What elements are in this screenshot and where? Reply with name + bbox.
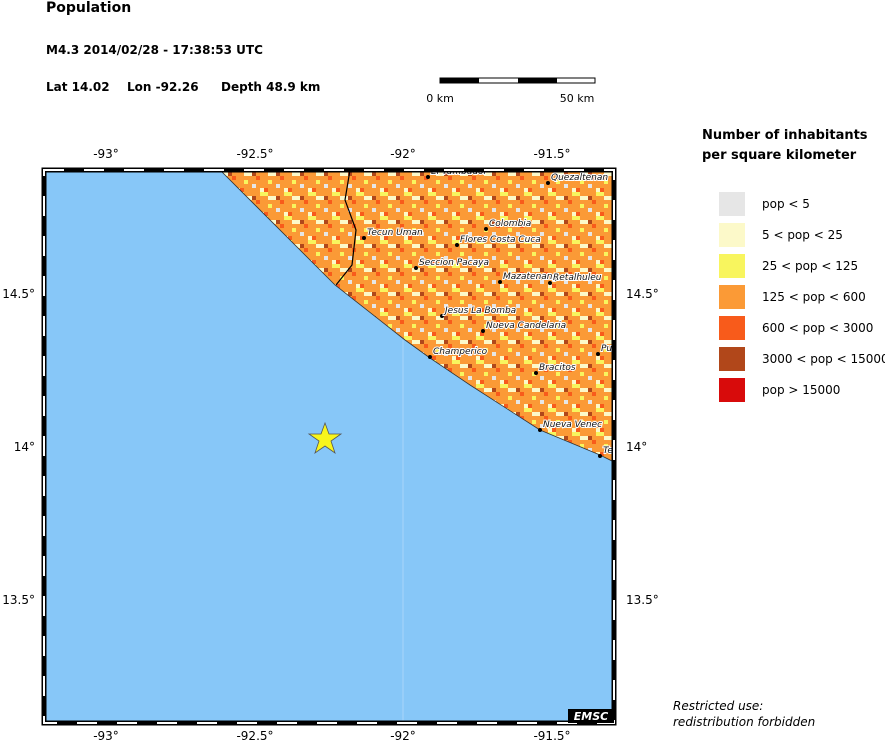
legend-label: pop < 5 — [762, 197, 810, 211]
legend-label: 125 < pop < 600 — [762, 290, 866, 304]
lon-label: -93° — [93, 147, 119, 161]
legend-swatch — [719, 316, 745, 340]
city-dot — [481, 329, 485, 333]
city-label: Nueva Venec — [543, 420, 602, 430]
city-dot — [596, 352, 600, 356]
city-dot — [546, 181, 550, 185]
scale-start: 0 km — [426, 92, 454, 105]
lat: Lat 14.02 — [46, 80, 110, 94]
legend-label: pop > 15000 — [762, 383, 840, 397]
credit: EMSC — [574, 710, 608, 723]
city-label: Jesus La Bomba — [443, 306, 516, 316]
lon-label: -92.5° — [236, 729, 273, 743]
city-dot — [362, 236, 366, 240]
legend-swatch — [719, 192, 745, 216]
lat-label: 13.5° — [2, 593, 35, 607]
city-label: Quezaltenan — [551, 173, 608, 183]
city-label: Mazatenang — [503, 272, 559, 282]
legend-label: 600 < pop < 3000 — [762, 321, 873, 335]
city-dot — [548, 281, 552, 285]
city-dot — [498, 280, 502, 284]
legend-swatch — [719, 347, 745, 371]
legend-title: per square kilometer — [702, 148, 857, 163]
lon-label: -92° — [390, 147, 416, 161]
city-dot — [598, 454, 602, 458]
city-label: Te — [603, 446, 613, 456]
event: M4.3 2014/02/28 - 17:38:53 UTC — [46, 43, 263, 57]
credit-box — [568, 709, 614, 723]
lon-label: -91.5° — [533, 729, 570, 743]
legend-title: Number of inhabitants — [702, 128, 868, 143]
lon-label: -92° — [390, 729, 416, 743]
lon: Lon -92.26 — [127, 80, 199, 94]
lat-label: 14° — [626, 440, 647, 454]
city-label: Pue — [601, 344, 618, 354]
scale-bar: 0 km 50 km — [426, 77, 596, 105]
land — [219, 170, 614, 463]
city-label: Nueva Candelaria — [486, 321, 566, 331]
city-label: El Tumbador — [431, 167, 489, 177]
city-label: Colombia — [489, 219, 531, 229]
title: Population — [46, 0, 131, 16]
city-dot — [426, 175, 430, 179]
lat-label: 13.5° — [626, 593, 659, 607]
legend-swatch — [719, 285, 745, 309]
city-label: Champerico — [433, 347, 488, 357]
lat-label: 14° — [14, 440, 35, 454]
frame-dash — [43, 169, 615, 724]
lon-label: -92.5° — [236, 147, 273, 161]
city-dot — [534, 371, 538, 375]
epicenter — [307, 421, 343, 455]
lon-label: -93° — [93, 729, 119, 743]
map: El Tumbador Quezaltenan Colombia Tecun Uman… — [2, 147, 658, 743]
legend-label: 25 < pop < 125 — [762, 259, 858, 273]
city-dot — [538, 428, 542, 432]
legend-swatch — [719, 254, 745, 278]
lat-label: 14.5° — [2, 287, 35, 301]
border — [335, 170, 357, 286]
scale-end: 50 km — [560, 92, 595, 105]
city-label: Tecun Uman — [367, 228, 423, 238]
legend-label: 5 < pop < 25 — [762, 228, 843, 242]
city-dot — [440, 314, 444, 318]
city-dot — [455, 243, 459, 247]
legend-swatch — [719, 223, 745, 247]
city-label: Retalhuleu — [553, 273, 602, 283]
city-dot — [428, 355, 432, 359]
city-dot — [484, 227, 488, 231]
header: Population M4.3 2014/02/28 - 17:38:53 UT… — [46, 0, 320, 94]
depth: Depth 48.9 km — [221, 80, 320, 94]
legend-swatch — [719, 378, 745, 402]
lon-label: -91.5° — [533, 147, 570, 161]
lat-label: 14.5° — [626, 287, 659, 301]
city-label: Seccion Pacaya — [419, 258, 489, 268]
legend: Number of inhabitants per square kilomet… — [702, 128, 885, 402]
legend-label: 3000 < pop < 15000 — [762, 352, 885, 366]
city-label: Flores Costa Cuca — [460, 235, 541, 245]
footer: Restricted use: — [673, 699, 763, 713]
city-label: Bracitos — [539, 363, 576, 373]
footer: redistribution forbidden — [673, 715, 815, 729]
city-dot — [414, 266, 418, 270]
